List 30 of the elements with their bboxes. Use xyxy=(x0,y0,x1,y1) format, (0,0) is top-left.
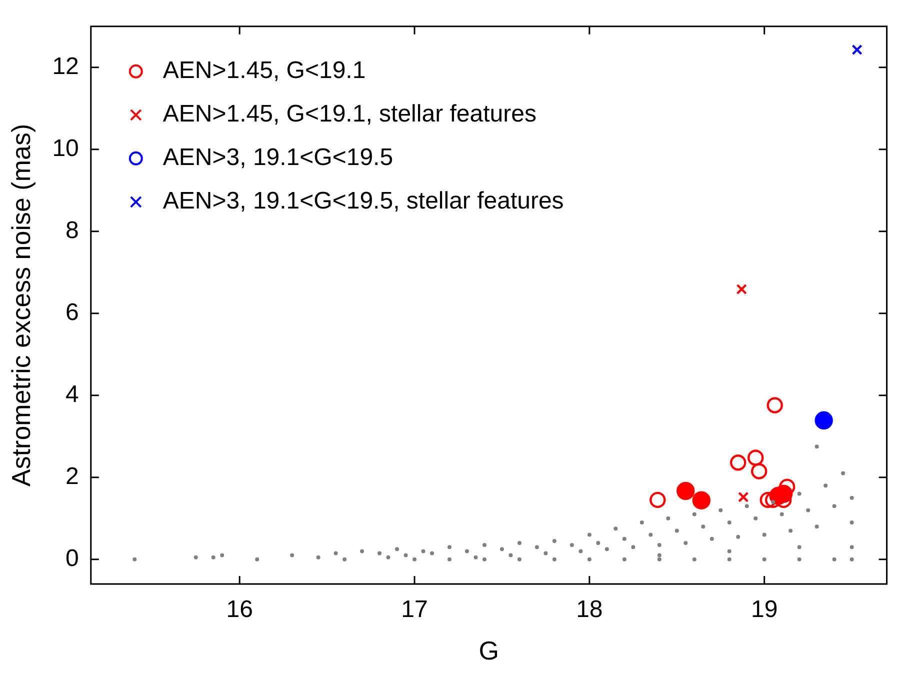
x-tick-label: 17 xyxy=(401,596,428,624)
legend-label: AEN>1.45, G<19.1 xyxy=(162,57,366,84)
x-axis-title: G xyxy=(478,636,499,666)
y-tick-label: 8 xyxy=(66,217,79,244)
y-tick-label: 6 xyxy=(66,299,79,326)
y-tick-label: 12 xyxy=(52,53,79,80)
x-tick-label: 19 xyxy=(751,596,778,624)
point xyxy=(766,397,783,414)
y-tick-label: 2 xyxy=(66,463,79,490)
legend-label: AEN>3, 19.1<G<19.5, stellar features xyxy=(162,188,564,215)
point xyxy=(852,44,862,56)
point xyxy=(748,450,764,466)
y-axis-title: Astrometric excess noise (mas) xyxy=(6,124,36,487)
point xyxy=(760,492,776,508)
point xyxy=(730,454,746,471)
point xyxy=(778,478,796,495)
legend-label: AEN>3, 19.1<G<19.5 xyxy=(162,144,394,172)
point xyxy=(814,411,833,430)
point xyxy=(736,284,747,295)
point xyxy=(692,491,710,510)
point xyxy=(738,492,749,502)
point xyxy=(650,492,666,508)
point xyxy=(751,463,768,480)
y-tick-label: 4 xyxy=(66,381,79,408)
x-tick-label: 16 xyxy=(226,596,253,624)
y-tick-label: 10 xyxy=(52,135,79,162)
point xyxy=(676,482,695,500)
legend-label: AEN>1.45, G<19.1, stellar features xyxy=(162,100,536,128)
x-tick-label: 18 xyxy=(576,596,603,624)
y-tick-label: 0 xyxy=(66,545,79,572)
